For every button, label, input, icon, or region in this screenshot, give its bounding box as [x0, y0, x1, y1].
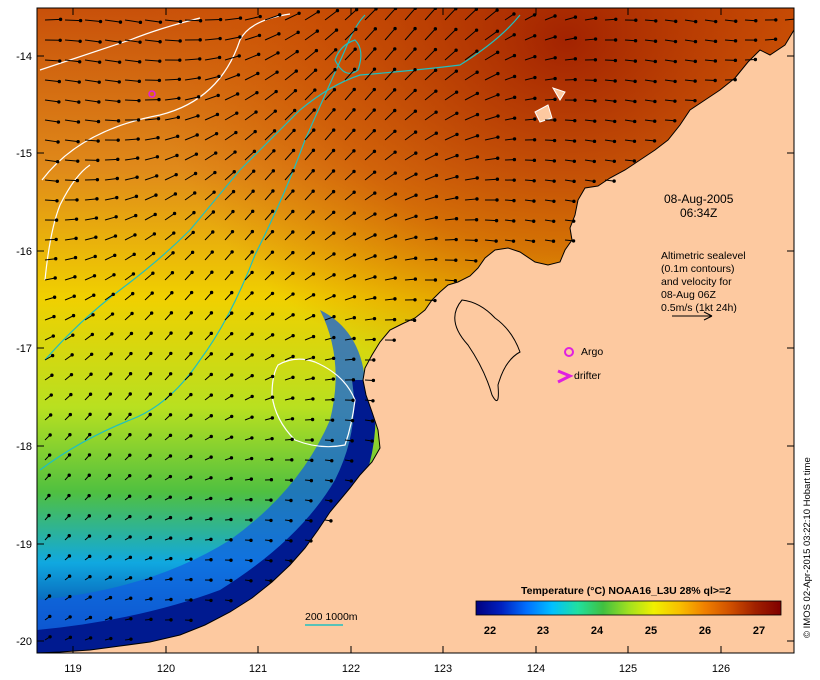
- argo-marker: Argo: [564, 346, 603, 358]
- colorbar-tick-label: 22: [484, 625, 496, 637]
- y-tick-label: -19: [16, 539, 32, 551]
- x-tick-label: 122: [342, 663, 360, 675]
- altimetry-line-5: 0.5m/s (1kt 24h): [661, 302, 737, 314]
- x-tick-label: 125: [619, 663, 637, 675]
- date-label: 08-Aug-2005: [664, 192, 734, 206]
- isobath-contours: [39, 14, 521, 471]
- velocity-arrows: [44, 8, 794, 641]
- colorbar-tick-label: 27: [753, 625, 765, 637]
- isobath-label: 200 1000m: [305, 611, 358, 623]
- y-axis-ticks: -14 -15 -16 -17 -18 -19 -20: [16, 51, 794, 648]
- colorbar-tick-label: 23: [537, 625, 549, 637]
- altimetry-legend: Altimetric sealevel (0.1m contours) and …: [661, 250, 746, 321]
- isobath-legend: 200 1000m: [305, 611, 358, 626]
- altimetry-line-2: (0.1m contours): [661, 263, 735, 275]
- colorbar: Temperature (°C) NOAA16_L3U 28% ql>=2 22…: [475, 585, 782, 637]
- y-tick-label: -18: [16, 441, 32, 453]
- argo-label: Argo: [581, 346, 603, 358]
- y-tick-label: -20: [16, 636, 32, 648]
- drifter-label: drifter: [574, 370, 601, 382]
- x-tick-label: 123: [434, 663, 452, 675]
- argo-circle-icon: [564, 347, 574, 357]
- colorbar-tick-label: 24: [591, 625, 604, 637]
- y-tick-label: -14: [16, 51, 32, 63]
- x-tick-label: 124: [527, 663, 545, 675]
- land-mass: [37, 29, 794, 653]
- drifter-chevron-icon: [557, 369, 574, 384]
- colorbar-title: Temperature (°C) NOAA16_L3U 28% ql>=2: [521, 585, 731, 597]
- y-tick-label: -16: [16, 246, 32, 258]
- x-tick-label: 120: [157, 663, 175, 675]
- argo-small-marker: [148, 90, 156, 98]
- time-label: 06:34Z: [680, 206, 717, 220]
- scale-arrow-icon: [672, 311, 713, 321]
- sealevel-contours: [39, 13, 356, 448]
- colorbar-tick-label: 26: [699, 625, 711, 637]
- x-tick-label: 126: [712, 663, 730, 675]
- altimetry-line-4: 08-Aug 06Z: [661, 289, 716, 301]
- colorbar-tick-label: 25: [645, 625, 657, 637]
- x-axis-ticks: 119 120 121 122 123 124 125 126: [64, 8, 730, 675]
- plot-frame: [36, 7, 795, 654]
- colorbar-gradient: [475, 600, 782, 616]
- drifter-marker: drifter: [557, 369, 601, 384]
- altimetry-line-1: Altimetric sealevel: [661, 250, 746, 262]
- x-tick-label: 121: [249, 663, 267, 675]
- y-tick-label: -15: [16, 148, 32, 160]
- x-tick-label: 119: [64, 663, 82, 675]
- altimetry-line-3: and velocity for: [661, 276, 732, 288]
- credit-text: © IMOS 02-Apr-2015 03:22:10 Hobart time: [802, 457, 813, 638]
- y-tick-label: -17: [16, 343, 32, 355]
